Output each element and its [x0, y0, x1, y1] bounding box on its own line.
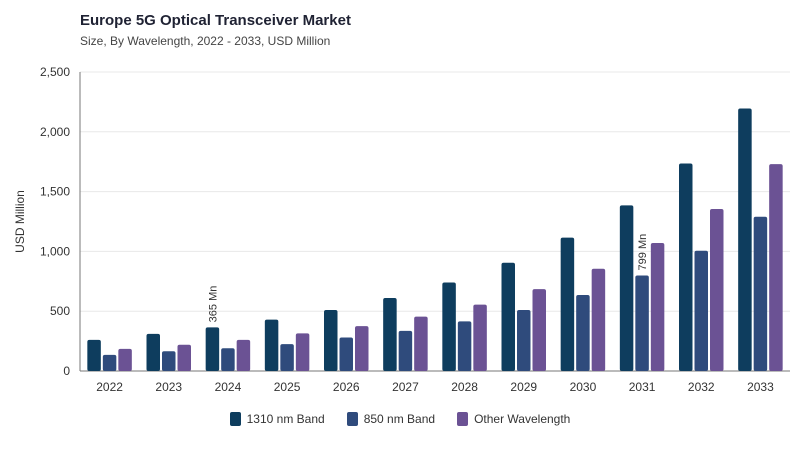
bar-2025-0 [264, 319, 279, 371]
y-tick-label: 2,000 [40, 125, 70, 139]
legend-label-1310: 1310 nm Band [246, 412, 325, 426]
bar-2031-0 [619, 205, 634, 371]
bar-2029-0 [501, 262, 515, 371]
bar-2024-2 [236, 339, 251, 371]
bar-2030-1 [576, 295, 590, 371]
legend-item-other[interactable]: Other Wavelength [457, 412, 570, 426]
bar-2022-2 [118, 348, 132, 371]
x-tick-label: 2027 [392, 380, 419, 394]
y-tick-label: 1,500 [40, 185, 70, 199]
x-tick-label: 2022 [96, 380, 123, 394]
x-tick-label: 2031 [629, 380, 656, 394]
bar-2030-2 [591, 268, 606, 371]
y-tick-label: 0 [63, 364, 70, 378]
bar-2024-0 [205, 327, 220, 371]
legend-swatch-other [457, 412, 469, 426]
x-tick-label: 2024 [215, 380, 242, 394]
bar-2031-2 [650, 243, 665, 371]
bar-2032-2 [710, 208, 724, 371]
chart-title: Europe 5G Optical Transceiver Market [80, 12, 351, 29]
bar-2033-0 [738, 108, 752, 371]
bar-2023-0 [146, 333, 160, 371]
x-tick-label: 2033 [747, 380, 774, 394]
bar-2030-0 [560, 237, 575, 371]
x-tick-label: 2030 [570, 380, 597, 394]
x-tick-label: 2028 [451, 380, 478, 394]
bar-2032-1 [694, 250, 708, 371]
legend-label-other: Other Wavelength [474, 412, 571, 426]
x-tick-label: 2026 [333, 380, 360, 394]
legend-item-1310[interactable]: 1310 nm Band [229, 412, 325, 426]
bar-2023-1 [162, 351, 176, 371]
y-tick-label: 2,500 [40, 65, 70, 79]
bar-2033-1 [753, 216, 768, 371]
bar-2026-1 [339, 337, 353, 371]
x-tick-label: 2032 [688, 380, 715, 394]
bar-2029-2 [532, 289, 546, 371]
bar-2027-1 [398, 330, 413, 371]
bar-2031-1 [635, 275, 649, 371]
x-tick-label: 2029 [510, 380, 537, 394]
bar-2022-0 [87, 339, 101, 371]
bar-2025-2 [295, 333, 310, 371]
x-tick-label: 2023 [155, 380, 182, 394]
bar-2024-1 [221, 348, 235, 371]
legend-swatch-1310 [229, 412, 241, 426]
bar-2032-0 [679, 163, 693, 371]
legend: 1310 nm Band 850 nm Band Other Wavelengt… [0, 412, 800, 426]
bar-2029-1 [517, 310, 531, 371]
bar-2033-2 [769, 164, 783, 371]
bar-2027-2 [414, 316, 428, 371]
bar-2025-1 [280, 344, 294, 371]
bar-2023-2 [177, 344, 191, 371]
bar-2022-1 [102, 354, 117, 371]
legend-swatch-850 [346, 412, 358, 426]
bar-2028-0 [442, 282, 456, 371]
bar-chart: 0 500 1,000 1,500 2,000 2,500 USD Million 2022 2… [13, 65, 790, 394]
bar-2028-2 [473, 304, 487, 371]
bar-2026-2 [355, 326, 369, 371]
data-label: 799 Mn [637, 234, 649, 271]
legend-label-850: 850 nm Band [363, 412, 436, 426]
chart-subtitle: Size, By Wavelength, 2022 - 2033, USD Mi… [80, 34, 331, 48]
bar-2027-0 [383, 298, 397, 371]
data-label: 365 Mn [207, 286, 219, 323]
bar-2028-1 [457, 321, 472, 371]
y-tick-label: 1,000 [40, 244, 70, 258]
bar-2026-0 [324, 310, 338, 371]
x-tick-label: 2025 [274, 380, 301, 394]
y-tick-label: 500 [50, 304, 70, 318]
legend-item-850[interactable]: 850 nm Band [346, 412, 436, 426]
y-axis-label: USD Million [13, 190, 27, 253]
